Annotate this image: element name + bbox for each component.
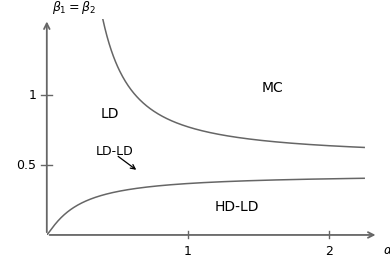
Text: HD-LD: HD-LD [215,200,259,214]
Text: 2: 2 [325,245,333,258]
Text: LD-LD: LD-LD [96,145,134,158]
Text: 1: 1 [28,89,36,102]
Text: $\alpha_1 = \alpha_2$: $\alpha_1 = \alpha_2$ [383,245,390,258]
Text: 1: 1 [184,245,192,258]
Text: MC: MC [262,81,284,96]
Text: LD: LD [101,107,119,121]
Text: $\beta_1 = \beta_2$: $\beta_1 = \beta_2$ [52,0,96,16]
Text: 0.5: 0.5 [16,159,36,172]
